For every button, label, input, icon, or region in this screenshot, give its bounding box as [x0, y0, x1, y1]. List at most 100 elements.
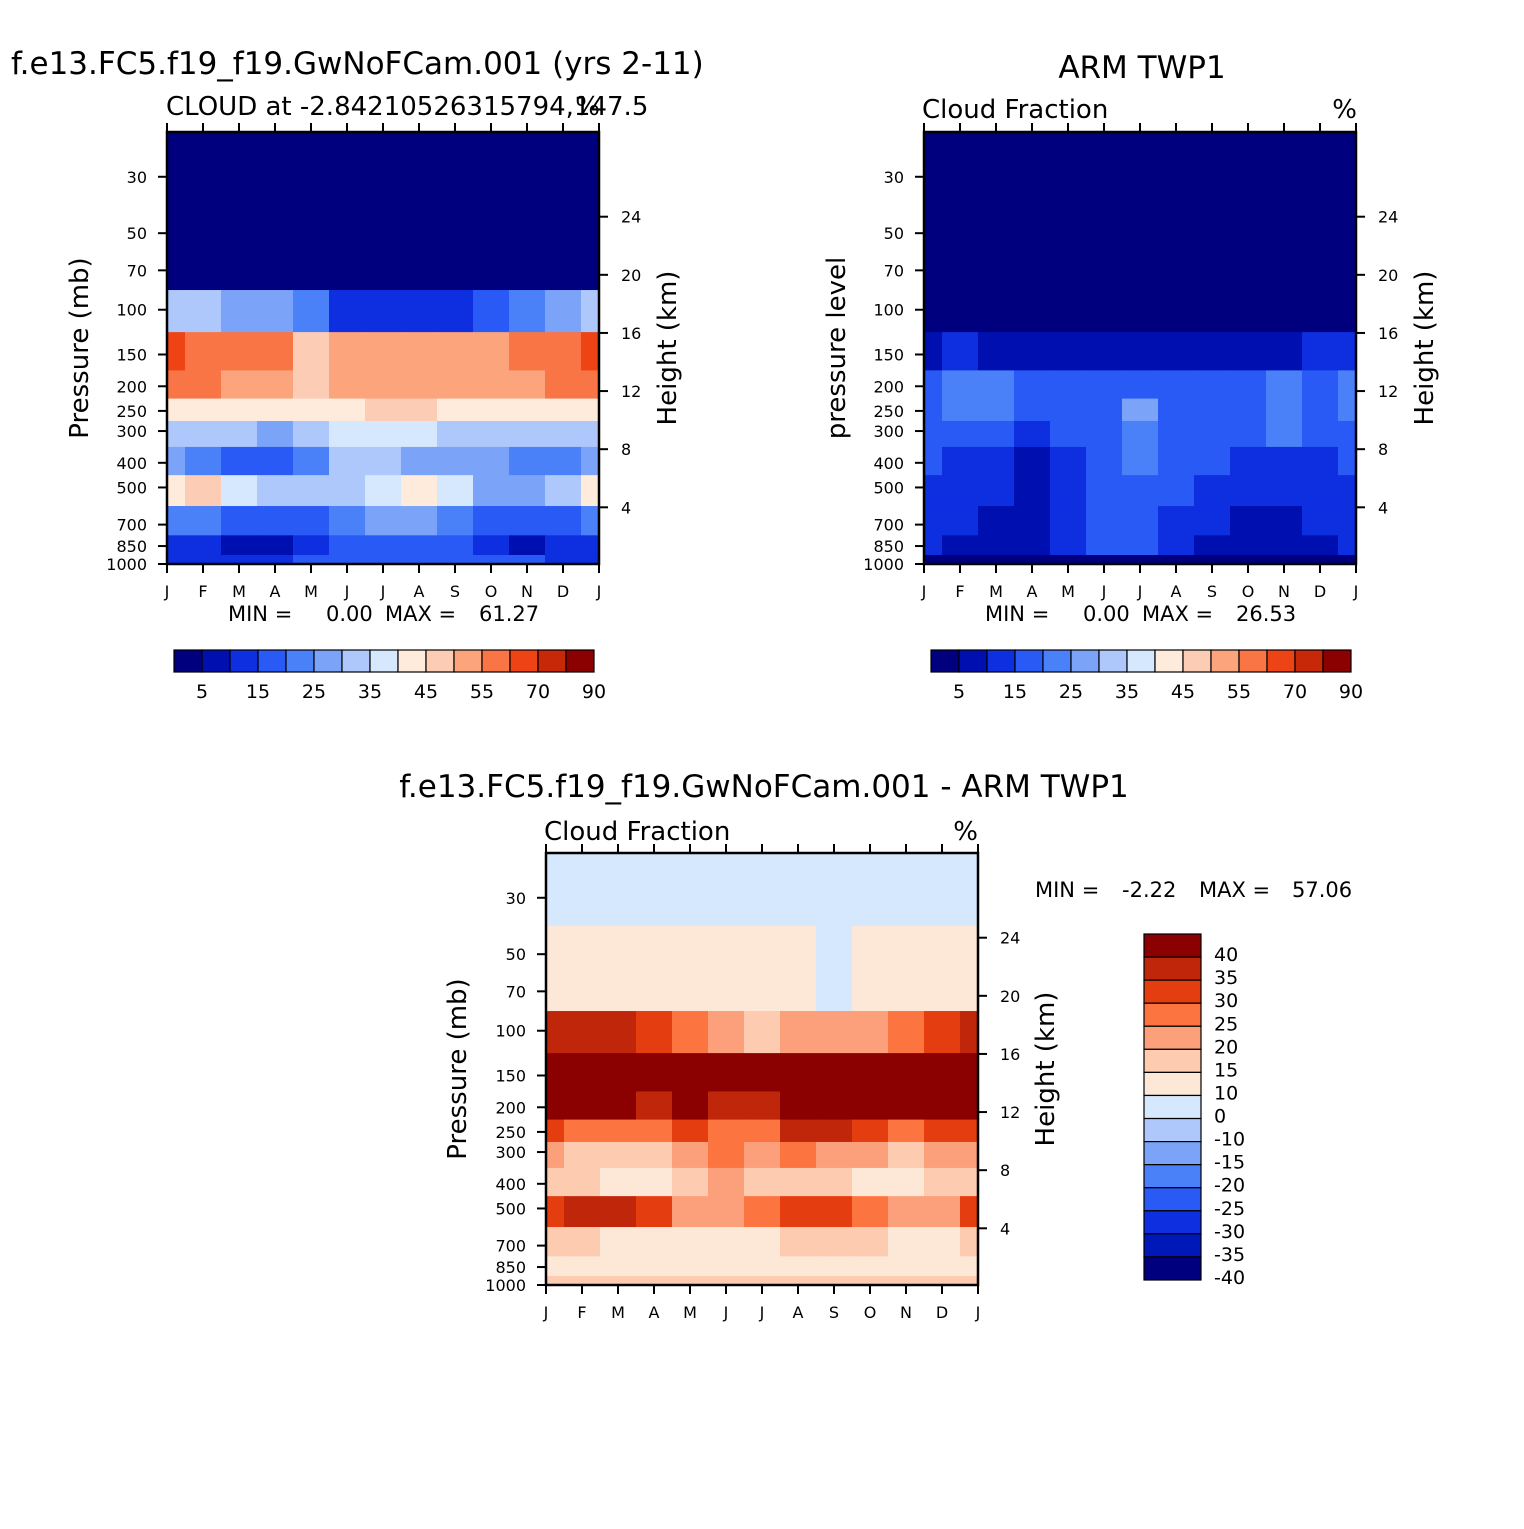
heatmap-cell — [1086, 506, 1123, 536]
colorbar-label: 35 — [358, 681, 382, 703]
heatmap-cell — [600, 1011, 637, 1054]
colorbar-label: 15 — [246, 681, 270, 703]
heatmap-cell — [1050, 332, 1087, 371]
heatmap-cell — [852, 1053, 889, 1092]
colorbar-swatch — [1143, 1117, 1202, 1143]
heatmap-cell — [780, 925, 817, 974]
heatmap-cell — [167, 132, 186, 206]
heatmap-cell — [365, 506, 402, 536]
heatmap-cell — [257, 251, 294, 291]
heatmap-cell — [1050, 398, 1087, 422]
heatmap-cell — [1122, 555, 1159, 565]
panel-model-max-value: 61.27 — [479, 602, 539, 626]
x-tick-label: A — [793, 1303, 804, 1322]
heatmap-cell — [672, 925, 709, 974]
heatmap-cell — [888, 1276, 925, 1286]
heatmap-cell — [960, 1011, 979, 1054]
heatmap-cell — [329, 398, 366, 422]
colorbar-swatch — [1143, 1002, 1202, 1027]
heatmap-cell — [581, 370, 600, 400]
heatmap-cell — [888, 1091, 925, 1121]
heatmap-cell — [546, 1227, 565, 1257]
heatmap-cell — [581, 251, 600, 291]
heatmap-cell — [546, 853, 565, 927]
heatmap-cell — [942, 132, 979, 206]
heatmap-cell — [1194, 370, 1231, 400]
heatmap-cell — [852, 1167, 889, 1197]
heatmap-cell — [1338, 251, 1357, 291]
heatmap-cell — [708, 853, 745, 927]
heatmap-cell — [1158, 398, 1195, 422]
colorbar-label: -40 — [1214, 1267, 1245, 1289]
heatmap-cell — [1014, 475, 1051, 507]
heatmap-cell — [1086, 332, 1123, 371]
heatmap-cell — [257, 370, 294, 400]
heatmap-cell — [167, 251, 186, 291]
colorbar-swatch — [1143, 1071, 1202, 1097]
heatmap-cell — [1158, 290, 1195, 333]
heatmap-cell — [1230, 132, 1267, 206]
colorbar-label: 40 — [1214, 944, 1238, 966]
heatmap-cell — [1158, 506, 1195, 536]
heatmap-cell — [1158, 555, 1195, 565]
heatmap-cell — [401, 290, 438, 333]
heatmap-cell — [1122, 251, 1159, 291]
heatmap-cell — [924, 1196, 961, 1228]
heatmap-cell — [708, 1119, 745, 1143]
heatmap-cell — [1194, 332, 1231, 371]
panel-model-min-value: 0.00 — [326, 602, 373, 626]
heatmap-cell — [600, 1196, 637, 1228]
heatmap-cell — [546, 1011, 565, 1054]
heatmap-cell — [1338, 132, 1357, 206]
heatmap-cell — [1050, 506, 1087, 536]
heatmap-cell — [221, 555, 258, 565]
heatmap-cell — [546, 1167, 565, 1197]
panel-obs-heatmap — [924, 132, 1357, 565]
heatmap-cell — [942, 555, 979, 565]
heatmap-cell — [1302, 398, 1339, 422]
heatmap-cell — [600, 1091, 637, 1121]
heatmap-cell — [167, 332, 186, 371]
heatmap-cell — [293, 555, 330, 565]
height-tick-label: 8 — [1000, 1161, 1010, 1180]
heatmap-cell — [167, 555, 186, 565]
colorbar-swatch — [229, 649, 259, 673]
heatmap-cell — [960, 1141, 979, 1169]
heatmap-cell — [924, 1091, 961, 1121]
heatmap-cell — [924, 1053, 961, 1092]
heatmap-cell — [942, 204, 979, 253]
x-tick-label: M — [611, 1303, 625, 1322]
heatmap-cell — [564, 1141, 601, 1169]
heatmap-cell — [1230, 446, 1267, 476]
heatmap-cell — [1194, 251, 1231, 291]
x-tick-label: M — [1061, 582, 1075, 601]
colorbar-swatch — [1143, 1048, 1202, 1074]
heatmap-cell — [293, 446, 330, 476]
heatmap-cell — [329, 332, 366, 371]
colorbar-swatch — [1070, 649, 1100, 673]
colorbar-label: 15 — [1214, 1059, 1238, 1081]
colorbar-label: 15 — [1003, 681, 1027, 703]
colorbar-swatch — [1143, 956, 1202, 981]
heatmap-cell — [816, 1053, 853, 1092]
heatmap-cell — [1014, 332, 1051, 371]
heatmap-cell — [1230, 535, 1267, 556]
heatmap-cell — [473, 420, 510, 448]
y-tick-label: 300 — [873, 422, 904, 441]
heatmap-cell — [329, 555, 366, 565]
heatmap-cell — [293, 290, 330, 333]
heatmap-cell — [960, 1196, 979, 1228]
heatmap-cell — [401, 370, 438, 400]
heatmap-cell — [636, 1141, 673, 1169]
colorbar-swatch — [173, 649, 203, 673]
heatmap-cell — [1086, 132, 1123, 206]
heatmap-cell — [672, 1119, 709, 1143]
heatmap-cell — [365, 290, 402, 333]
colorbar-swatch — [341, 649, 371, 673]
x-tick-label: N — [521, 582, 533, 601]
colorbar-label: 35 — [1115, 681, 1139, 703]
colorbar-label: 35 — [1214, 967, 1238, 989]
heatmap-cell — [1194, 290, 1231, 333]
heatmap-cell — [257, 535, 294, 556]
x-tick-label: O — [485, 582, 498, 601]
